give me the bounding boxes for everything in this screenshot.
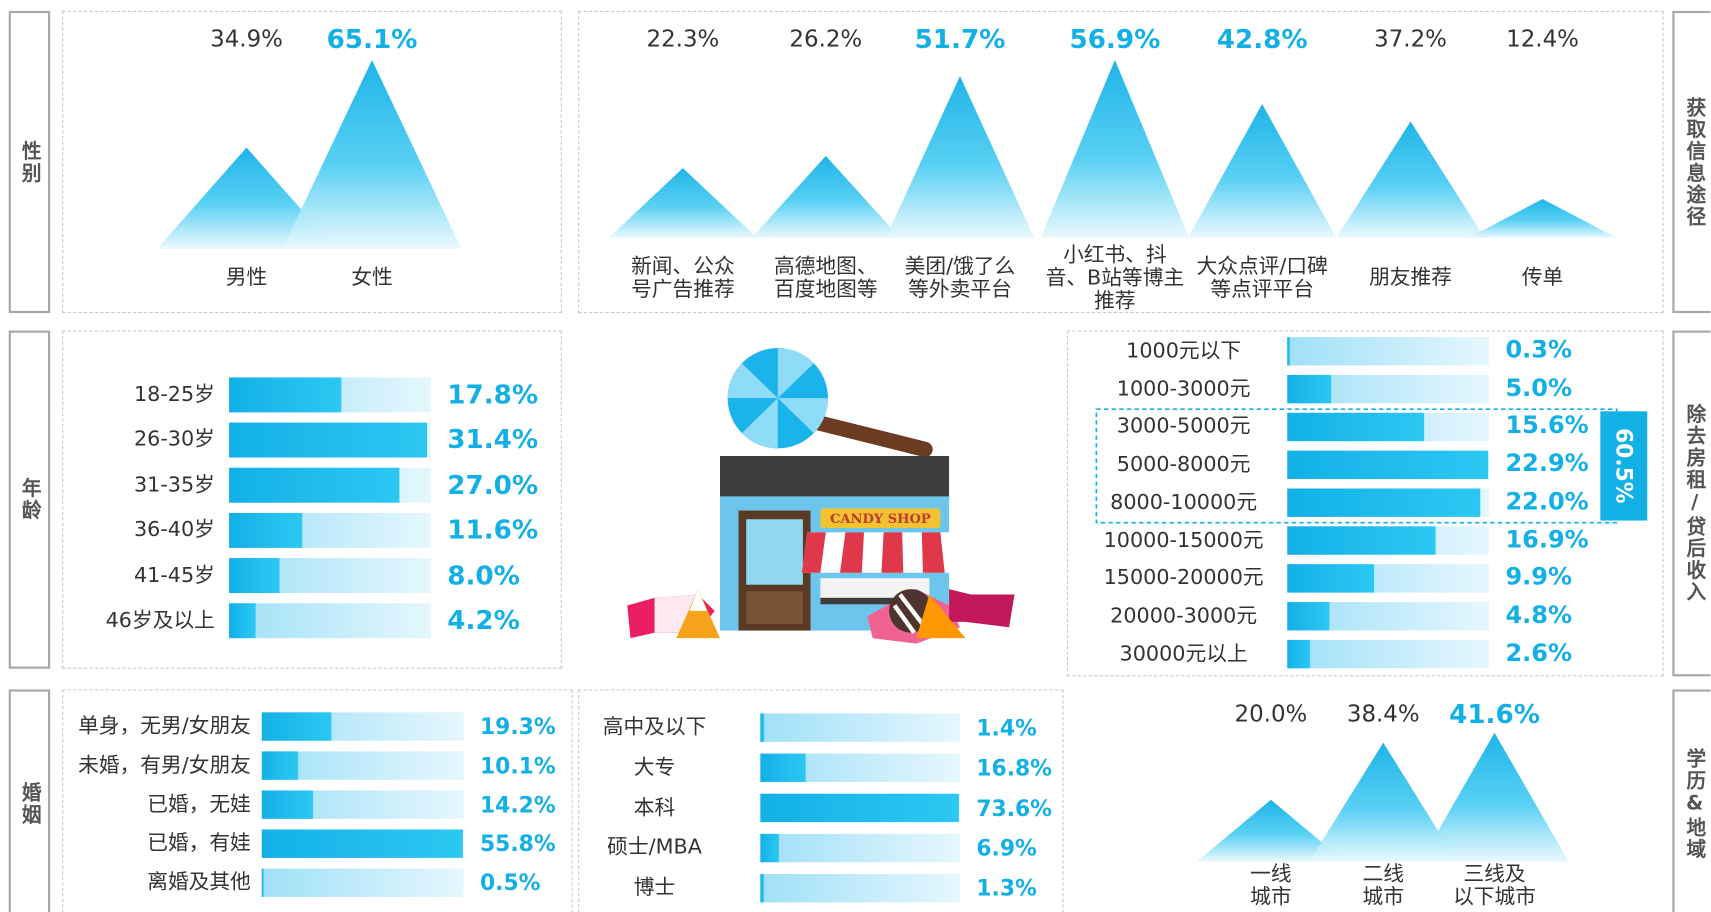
value-label: 0.5% [480,871,541,895]
category-label: 女性 [351,267,392,290]
value-label: 4.8% [1505,603,1572,629]
value-label: 2.6% [1505,641,1572,667]
value-label: 5.0% [1505,376,1572,402]
category-label: 传单 [1522,267,1563,290]
category-label: 18-25岁 [134,384,215,407]
value-label: 14.2% [480,793,556,817]
value-label: 4.2% [447,606,520,635]
value-label: 12.4% [1506,27,1579,52]
category-label: 46岁及以上 [106,609,215,632]
category-label: 1000-3000元 [1117,378,1251,401]
section-title: 年龄 [15,478,43,522]
category-label: 本科 [634,797,675,820]
category-label: 高德地图、 百度地图等 [774,255,878,301]
peak [1420,733,1568,862]
category-label: 朋友推荐 [1369,267,1452,290]
value-label: 22.9% [1505,452,1588,478]
value-label: 73.6% [976,796,1052,820]
value-label: 10.1% [480,754,556,778]
value-label: 16.9% [1505,527,1588,553]
value-label: 34.9% [210,27,283,52]
value-label: 37.2% [1374,27,1447,52]
value-label: 15.6% [1505,414,1588,440]
category-label: 20000-3000元 [1110,605,1257,628]
category-label: 硕士/MBA [607,837,702,860]
value-label: 17.8% [447,381,538,410]
value-label: 65.1% [327,25,418,54]
panel [62,11,562,313]
category-label: 已婚，有娃 [147,832,251,855]
category-label: 离婚及其他 [147,871,251,894]
section-title-box: 性别 [9,11,50,313]
value-label: 11.6% [447,516,538,545]
section-title: 获取信息途径 [1680,97,1708,228]
category-label: 31-35岁 [134,474,215,497]
value-label: 55.8% [480,832,556,856]
value-label: 51.7% [915,25,1006,54]
value-label: 0.3% [1505,338,1572,364]
value-label: 6.9% [976,836,1037,860]
value-label: 9.9% [1505,565,1572,591]
category-label: 单身，无男/女朋友 [78,715,251,738]
value-label: 38.4% [1347,702,1420,727]
value-label: 41.6% [1449,700,1540,729]
value-label: 27.0% [447,471,538,500]
section-title: 除去房租/贷后收入 [1680,404,1708,604]
category-label: 博士 [634,877,675,900]
value-label: 26.2% [789,27,862,52]
value-label: 19.3% [480,715,556,739]
category-label: 8000-10000元 [1110,491,1257,514]
value-label: 56.9% [1069,25,1160,54]
category-label: 已婚，无娃 [147,793,251,816]
section-title: 性别 [15,140,43,184]
section-title-box: 学历&地域 [1672,689,1710,912]
category-label: 30000元以上 [1120,643,1248,666]
category-label: 5000-8000元 [1117,453,1251,476]
category-label: 未婚，有男/女朋友 [78,754,251,777]
section-title-box: 年龄 [9,331,50,669]
value-label: 31.4% [447,426,538,455]
value-label: 16.8% [976,756,1052,780]
category-label: 大专 [634,756,675,779]
value-label: 42.8% [1217,25,1308,54]
category-label: 一线 城市 [1250,863,1291,909]
infographic: CANDY SHOP 性别 34.9% 男性 65.1% 女性 获取信息途径 22.3% 新闻… [0,0,1711,912]
category-label: 15000-20000元 [1104,567,1264,590]
category-label: 26-30岁 [134,429,215,452]
value-label: 8.0% [447,561,520,590]
value-label: 1.3% [976,876,1037,900]
category-label: 10000-15000元 [1104,529,1264,552]
category-label: 男性 [226,267,267,290]
category-label: 二线 城市 [1363,863,1404,909]
section-title-box: 除去房租/贷后收入 [1672,331,1710,677]
section-title: 婚姻 [15,782,43,826]
category-label: 美团/饿了么 等外卖平台 [905,255,1016,301]
shop-sign: CANDY SHOP [830,512,931,527]
value-label: 20.0% [1235,702,1308,727]
category-label: 高中及以下 [603,716,707,739]
section-title-box: 获取信息途径 [1672,11,1710,313]
category-label: 36-40岁 [134,519,215,542]
category-label: 41-45岁 [134,564,215,587]
category-label: 小红书、抖 音、B站等博主 推荐 [1046,244,1185,312]
section-title: 学历&地域 [1680,748,1708,860]
category-label: 新闻、公众 号广告推荐 [631,255,735,301]
category-label: 3000-5000元 [1117,416,1251,439]
bracket-label: 60.5% [1612,428,1636,504]
value-label: 22.0% [1505,489,1588,515]
value-label: 22.3% [647,27,720,52]
category-label: 三线及 以下城市 [1453,863,1536,909]
candy-shop-illustration: CANDY SHOP [627,348,1014,644]
category-label: 大众点评/口碑 等点评平台 [1196,255,1327,301]
category-label: 1000元以下 [1126,340,1241,363]
value-label: 1.4% [976,716,1037,740]
section-title-box: 婚姻 [9,689,50,912]
